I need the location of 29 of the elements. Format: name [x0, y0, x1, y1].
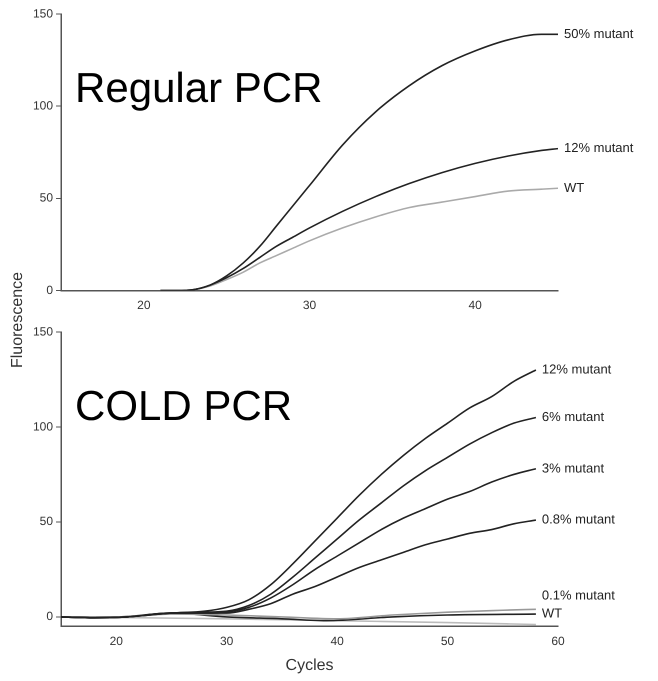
series-label: 50% mutant — [564, 26, 634, 41]
series-label: WT — [542, 606, 562, 621]
series-label: 0.1% mutant — [542, 588, 616, 603]
text: Regular PCR — [75, 64, 322, 111]
x-axis-title: Cycles — [286, 656, 334, 674]
series-label: 6% mutant — [542, 409, 604, 424]
y-tick-label: 100 — [32, 98, 54, 113]
y-tick-label: 50 — [40, 514, 54, 528]
y-tick-label: 50 — [40, 190, 54, 205]
y-tick-label: 100 — [32, 419, 54, 434]
x-tick-label: 20 — [110, 634, 124, 648]
series-label: 12% mutant — [564, 140, 634, 156]
y-tick-label: 150 — [32, 6, 54, 20]
y-tick-label: 150 — [32, 324, 54, 338]
series-label: 0.8% mutant — [542, 512, 616, 527]
series-label: 12% mutant — [542, 362, 612, 377]
y-axis-title: Fluorescence — [9, 272, 27, 368]
x-tick-label: 30 — [302, 298, 317, 312]
x-tick-label: 40 — [330, 634, 344, 648]
series-label: 3% mutant — [542, 460, 604, 476]
x-tick-label: 40 — [468, 298, 482, 312]
y-tick-label: 0 — [46, 609, 54, 624]
series-label: WT — [564, 180, 584, 195]
x-tick-label: 50 — [440, 634, 455, 648]
y-tick-label: 0 — [46, 282, 54, 297]
x-tick-label: 30 — [220, 634, 234, 648]
x-tick-label: 60 — [551, 634, 565, 648]
x-tick-label: 20 — [137, 298, 151, 312]
text: COLD PCR — [75, 382, 292, 429]
